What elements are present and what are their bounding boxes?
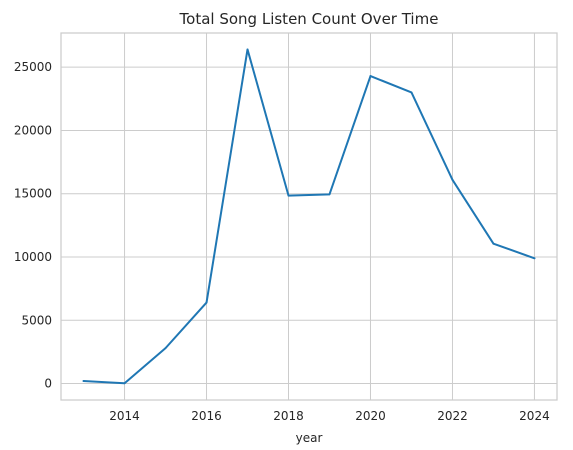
data-point	[287, 194, 290, 197]
data-point	[164, 347, 167, 350]
x-tick-label: 2014	[109, 409, 140, 423]
data-point	[533, 257, 536, 260]
chart-title: Total Song Listen Count Over Time	[179, 10, 439, 28]
x-tick-label: 2020	[355, 409, 386, 423]
data-point	[451, 178, 454, 181]
y-tick-label: 25000	[14, 60, 52, 74]
plot-frame	[60, 32, 558, 401]
data-point	[82, 380, 85, 382]
x-axis-ticks: 2014 2016 2018 2020 2022 2024	[109, 409, 549, 423]
data-point	[123, 382, 126, 385]
data-point	[246, 48, 249, 51]
x-axis-label: year	[296, 431, 323, 445]
x-tick-label: 2024	[519, 409, 550, 423]
x-tick-label: 2022	[437, 409, 468, 423]
data-point	[205, 301, 208, 304]
x-tick-label: 2018	[273, 409, 304, 423]
y-tick-label: 20000	[14, 123, 52, 137]
y-tick-label: 5000	[21, 313, 52, 327]
series-layer	[82, 48, 536, 385]
series-line	[82, 48, 536, 385]
data-point	[369, 75, 372, 77]
x-tick-label: 2016	[191, 409, 222, 423]
y-tick-label: 15000	[14, 187, 52, 201]
y-axis-ticks: 0 5000 10000 15000 20000 25000	[14, 60, 52, 390]
data-point	[410, 91, 413, 94]
y-tick-label: 10000	[14, 250, 52, 264]
data-point	[492, 242, 495, 245]
y-tick-label: 0	[44, 377, 52, 391]
grid-lines	[61, 33, 557, 400]
data-point	[328, 193, 331, 196]
